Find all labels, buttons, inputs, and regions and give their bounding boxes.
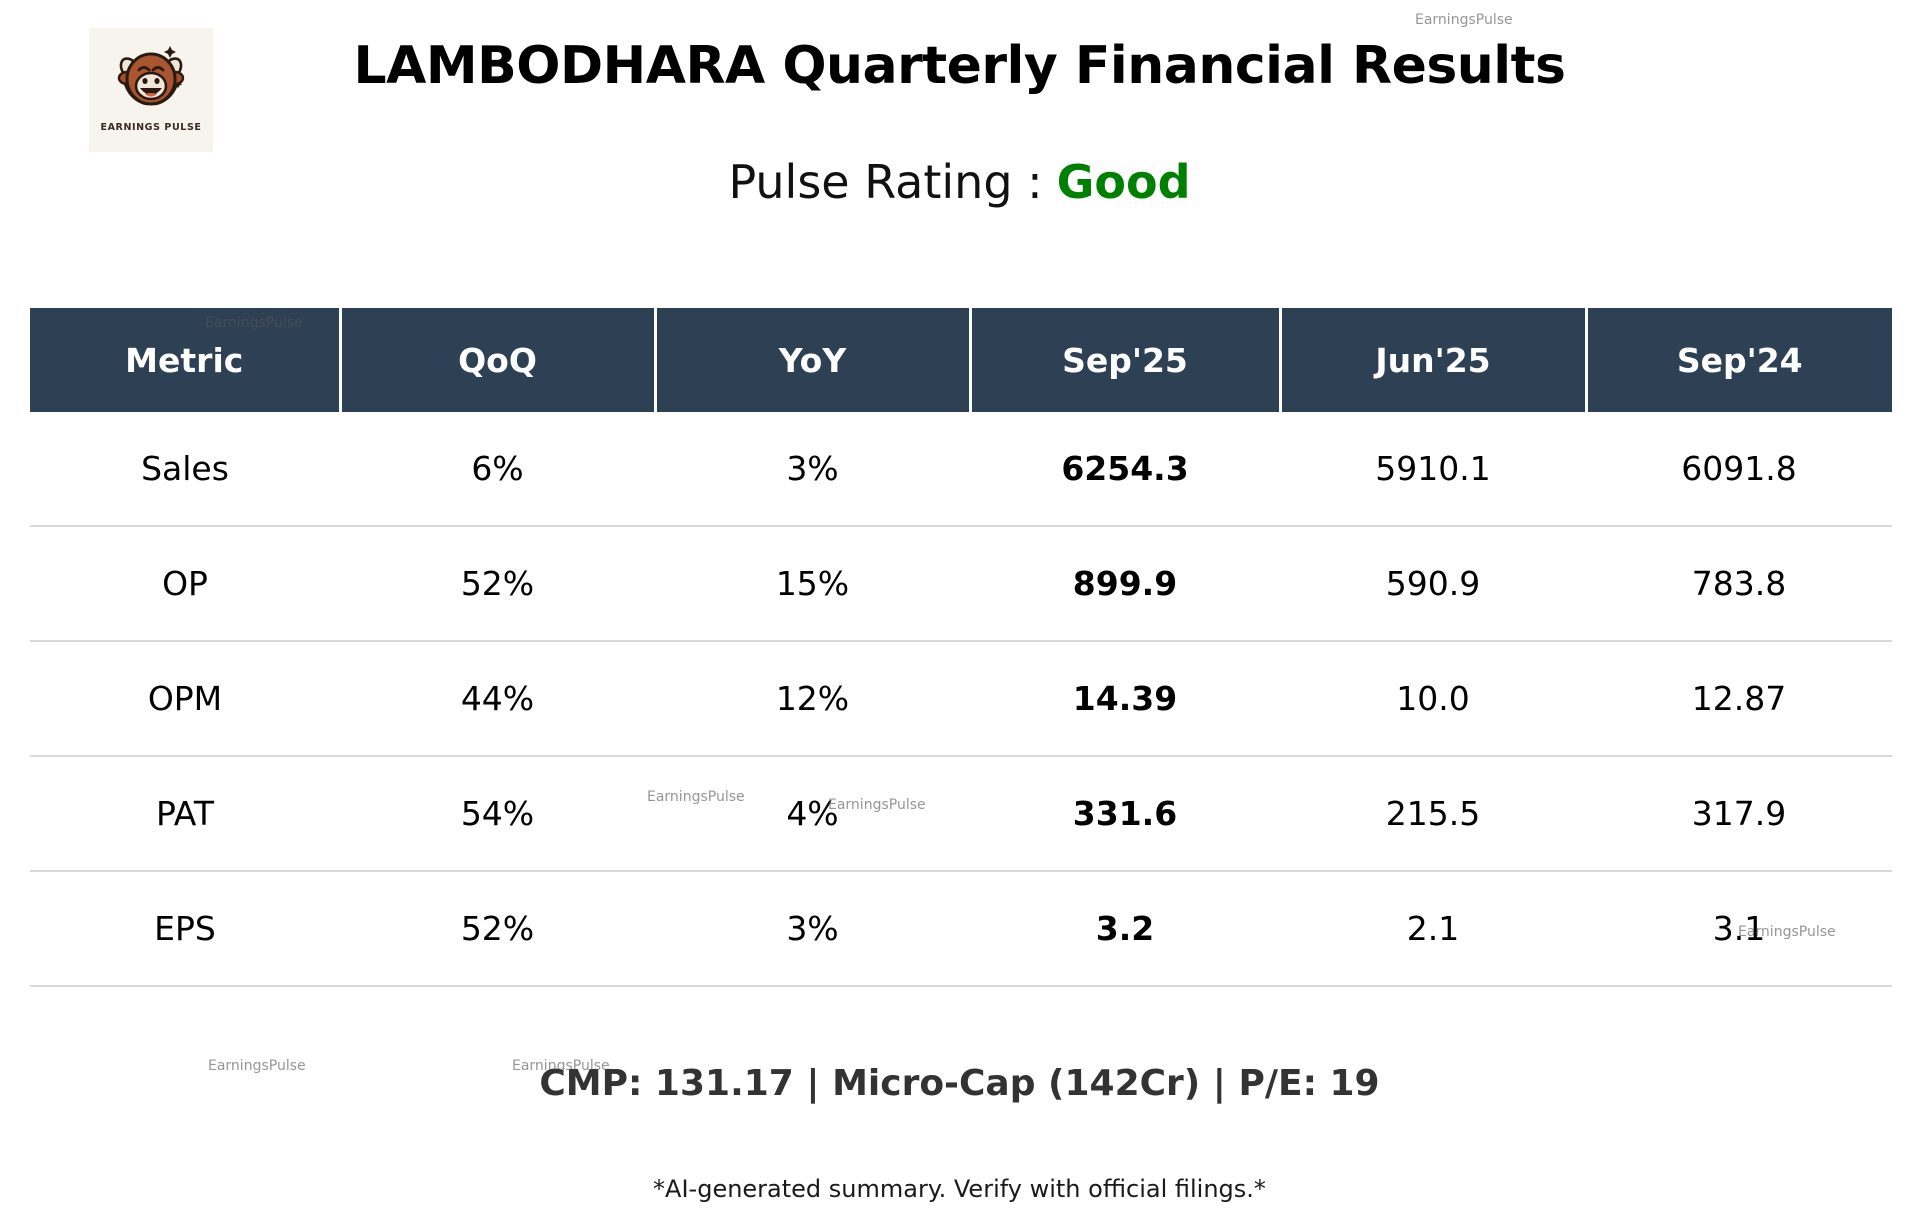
table-row: PAT 54% 4% 331.6 215.5 317.9 <box>30 756 1892 872</box>
column-header-yoy: YoY <box>655 308 972 412</box>
column-header-jun25: Jun'25 <box>1280 308 1588 412</box>
bull-mascot-icon <box>108 34 194 120</box>
cell-sep25: 899.9 <box>970 526 1280 642</box>
quarterly-results-table: Metric QoQ YoY Sep'25 Jun'25 Sep'24 Sale… <box>30 308 1892 987</box>
brand-logo: EARNINGS PULSE <box>89 28 213 152</box>
cell-jun25: 10.0 <box>1280 641 1586 757</box>
cell-yoy: 15% <box>655 526 970 642</box>
cell-sep25: 6254.3 <box>970 412 1280 527</box>
cell-jun25: 215.5 <box>1280 756 1586 872</box>
column-header-sep24: Sep'24 <box>1586 308 1892 412</box>
cell-sep24: 6091.8 <box>1586 412 1892 527</box>
cell-qoq: 44% <box>340 641 655 757</box>
cell-metric: OP <box>30 526 340 642</box>
cell-yoy: 4% <box>655 756 970 872</box>
cell-qoq: 52% <box>340 526 655 642</box>
cell-sep24: 317.9 <box>1586 756 1892 872</box>
cell-sep25: 14.39 <box>970 641 1280 757</box>
table-row: OPM 44% 12% 14.39 10.0 12.87 <box>30 641 1892 757</box>
pulse-rating: Pulse Rating : Good <box>0 155 1919 209</box>
pulse-rating-label: Pulse Rating : <box>728 155 1043 209</box>
cell-jun25: 5910.1 <box>1280 412 1586 527</box>
cell-metric: EPS <box>30 871 340 987</box>
cell-sep25: 331.6 <box>970 756 1280 872</box>
cell-jun25: 2.1 <box>1280 871 1586 987</box>
column-header-qoq: QoQ <box>340 308 657 412</box>
cell-metric: OPM <box>30 641 340 757</box>
cell-yoy: 12% <box>655 641 970 757</box>
disclaimer-text: *AI-generated summary. Verify with offic… <box>653 1175 1266 1203</box>
cell-qoq: 52% <box>340 871 655 987</box>
table-header-row: Metric QoQ YoY Sep'25 Jun'25 Sep'24 <box>30 308 1892 412</box>
cell-yoy: 3% <box>655 412 970 527</box>
cell-qoq: 54% <box>340 756 655 872</box>
cell-metric: PAT <box>30 756 340 872</box>
column-header-sep25: Sep'25 <box>970 308 1282 412</box>
cell-sep24: 12.87 <box>1586 641 1892 757</box>
valuation-summary: CMP: 131.17 | Micro-Cap (142Cr) | P/E: 1… <box>539 1063 1380 1104</box>
table-row: Sales 6% 3% 6254.3 5910.1 6091.8 <box>30 412 1892 527</box>
column-header-metric: Metric <box>30 308 342 412</box>
cell-sep24: 3.1 <box>1586 871 1892 987</box>
cell-sep25: 3.2 <box>970 871 1280 987</box>
cell-jun25: 590.9 <box>1280 526 1586 642</box>
cell-qoq: 6% <box>340 412 655 527</box>
cell-yoy: 3% <box>655 871 970 987</box>
table-row: OP 52% 15% 899.9 590.9 783.8 <box>30 526 1892 642</box>
logo-wordmark: EARNINGS PULSE <box>100 122 202 133</box>
table-row: EPS 52% 3% 3.2 2.1 3.1 <box>30 871 1892 987</box>
cell-metric: Sales <box>30 412 340 527</box>
page-title: LAMBODHARA Quarterly Financial Results <box>353 36 1566 96</box>
watermark-label: EarningsPulse <box>1415 12 1513 28</box>
cell-sep24: 783.8 <box>1586 526 1892 642</box>
pulse-rating-value: Good <box>1056 155 1191 209</box>
